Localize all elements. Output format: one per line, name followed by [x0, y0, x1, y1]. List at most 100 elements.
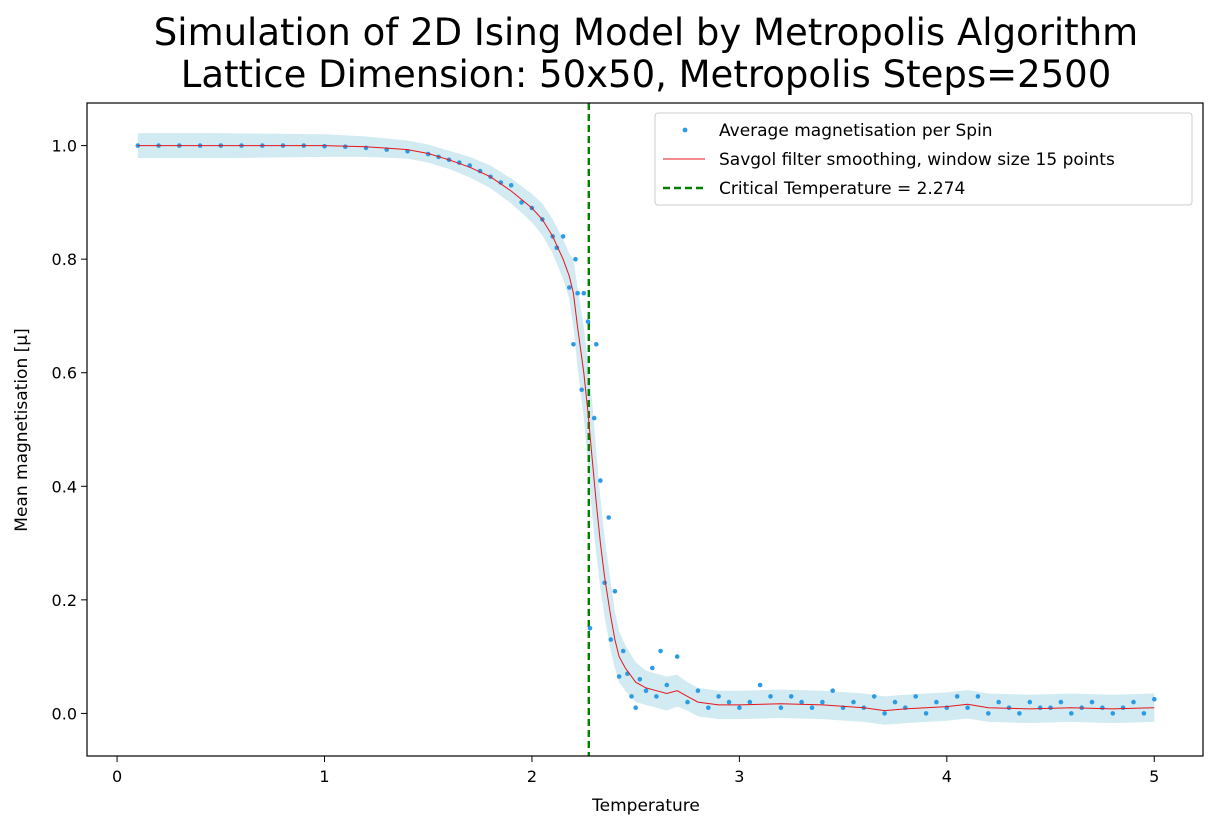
x-tick-label: 0	[112, 767, 122, 786]
chart-title-line-2: Lattice Dimension: 50x50, Metropolis Ste…	[180, 53, 1112, 96]
magnetisation-point	[591, 415, 597, 421]
magnetisation-point	[913, 694, 918, 699]
magnetisation-point	[1017, 711, 1022, 716]
savgol-smoothing-line	[137, 145, 1155, 712]
legend: Average magnetisation per Spin Savgol fi…	[654, 112, 1193, 206]
magnetisation-point	[612, 589, 618, 594]
magnetisation-point	[975, 694, 981, 699]
legend-box	[654, 112, 1193, 206]
legend-label-scatter: Average magnetisation per Spin	[719, 121, 993, 141]
magnetisation-point	[934, 699, 939, 705]
magnetisation-point	[637, 677, 643, 682]
magnetisation-point	[575, 290, 580, 296]
y-tick-label: 1.0	[52, 137, 77, 156]
plot-frame	[86, 102, 1204, 757]
magnetisation-point	[757, 682, 763, 688]
magnetisation-point	[882, 711, 887, 716]
magnetisation-point	[650, 665, 655, 671]
magnetisation-point	[892, 699, 898, 705]
magnetisation-point	[654, 694, 659, 699]
magnetisation-point	[685, 699, 690, 705]
magnetisation-point	[923, 711, 929, 716]
magnetisation-point	[726, 699, 732, 705]
magnetisation-point	[1058, 699, 1064, 705]
magnetisation-point	[579, 387, 584, 393]
magnetisation-point	[585, 319, 591, 324]
magnetisation-point	[716, 694, 721, 699]
magnetisation-point	[1120, 705, 1126, 710]
magnetisation-point	[737, 705, 742, 710]
legend-label-critical: Critical Temperature = 2.274	[719, 179, 965, 199]
magnetisation-point	[996, 699, 1001, 705]
x-tick-label: 4	[942, 767, 952, 786]
magnetisation-point	[1131, 699, 1136, 705]
magnetisation-point	[608, 637, 614, 642]
error-band	[137, 133, 1155, 725]
x-tick-label: 5	[1149, 767, 1159, 786]
magnetisation-point	[788, 694, 794, 699]
magnetisation-point	[658, 648, 663, 654]
y-axis-label: Mean magnetisation [μ]	[12, 328, 32, 531]
magnetisation-point	[567, 285, 572, 290]
magnetisation-point	[1027, 699, 1033, 705]
magnetisation-point	[519, 200, 524, 205]
magnetisation-point	[871, 694, 877, 699]
y-tick-label: 0.6	[52, 364, 77, 383]
y-tick-label: 0.2	[52, 591, 77, 610]
magnetisation-point	[1152, 696, 1157, 702]
y-tick-label: 0.4	[52, 477, 77, 496]
magnetisation-point	[986, 711, 991, 716]
magnetisation-point	[620, 648, 626, 654]
magnetisation-point	[594, 342, 599, 347]
magnetisation-point	[629, 694, 634, 699]
magnetisation-point	[706, 705, 711, 710]
magnetisation-point	[343, 144, 348, 149]
magnetisation-point	[830, 688, 835, 693]
magnetisation-point	[965, 705, 970, 710]
magnetisation-point	[674, 654, 680, 659]
magnetisation-point	[322, 143, 327, 149]
magnetisation-point	[616, 674, 622, 679]
magnetisation-point	[1069, 711, 1074, 716]
magnetisation-point	[643, 688, 649, 693]
plot-area	[135, 103, 1157, 756]
magnetisation-point	[573, 256, 578, 262]
magnetisation-point	[571, 342, 576, 347]
magnetisation-point	[954, 694, 960, 699]
magnetisation-point	[633, 705, 638, 710]
y-tick-label: 0.0	[52, 704, 77, 723]
magnetisation-point	[581, 290, 587, 296]
magnetisation-point	[560, 234, 566, 239]
magnetisation-point	[809, 705, 815, 710]
magnetisation-point	[1006, 705, 1012, 710]
magnetisation-point	[606, 515, 611, 520]
magnetisation-point	[587, 625, 593, 631]
magnetisation-point	[778, 705, 784, 710]
x-tick-label: 3	[734, 767, 744, 786]
magnetisation-point	[664, 682, 670, 688]
legend-marker-scatter	[682, 127, 688, 133]
magnetisation-point	[768, 694, 773, 699]
magnetisation-point	[1089, 699, 1095, 705]
magnetisation-point	[1100, 705, 1105, 710]
legend-label-savgol: Savgol filter smoothing, window size 15 …	[719, 150, 1115, 170]
x-axis-label: Temperature	[591, 796, 700, 816]
magnetisation-point	[1048, 705, 1053, 710]
magnetisation-point	[851, 699, 856, 705]
y-tick-label: 0.8	[52, 250, 77, 269]
magnetisation-point	[1037, 705, 1043, 710]
chart-title-line-1: Simulation of 2D Ising Model by Metropol…	[153, 11, 1139, 54]
x-tick-label: 2	[527, 767, 537, 786]
magnetisation-point	[508, 183, 514, 188]
magnetisation-point	[799, 699, 804, 705]
axes: 0 1 2 3 4 5 0.0 0.2 0.4 0.6 0.8 1.0	[52, 137, 1160, 786]
magnetisation-point	[1110, 711, 1116, 716]
chart-title: Simulation of 2D Ising Model by Metropol…	[0, 12, 1217, 96]
magnetisation-point	[695, 688, 701, 693]
magnetisation-point	[820, 699, 825, 705]
x-tick-label: 1	[319, 767, 329, 786]
magnetisation-point	[747, 699, 753, 705]
magnetisation-point	[1141, 711, 1147, 716]
magnetisation-point	[598, 478, 603, 483]
